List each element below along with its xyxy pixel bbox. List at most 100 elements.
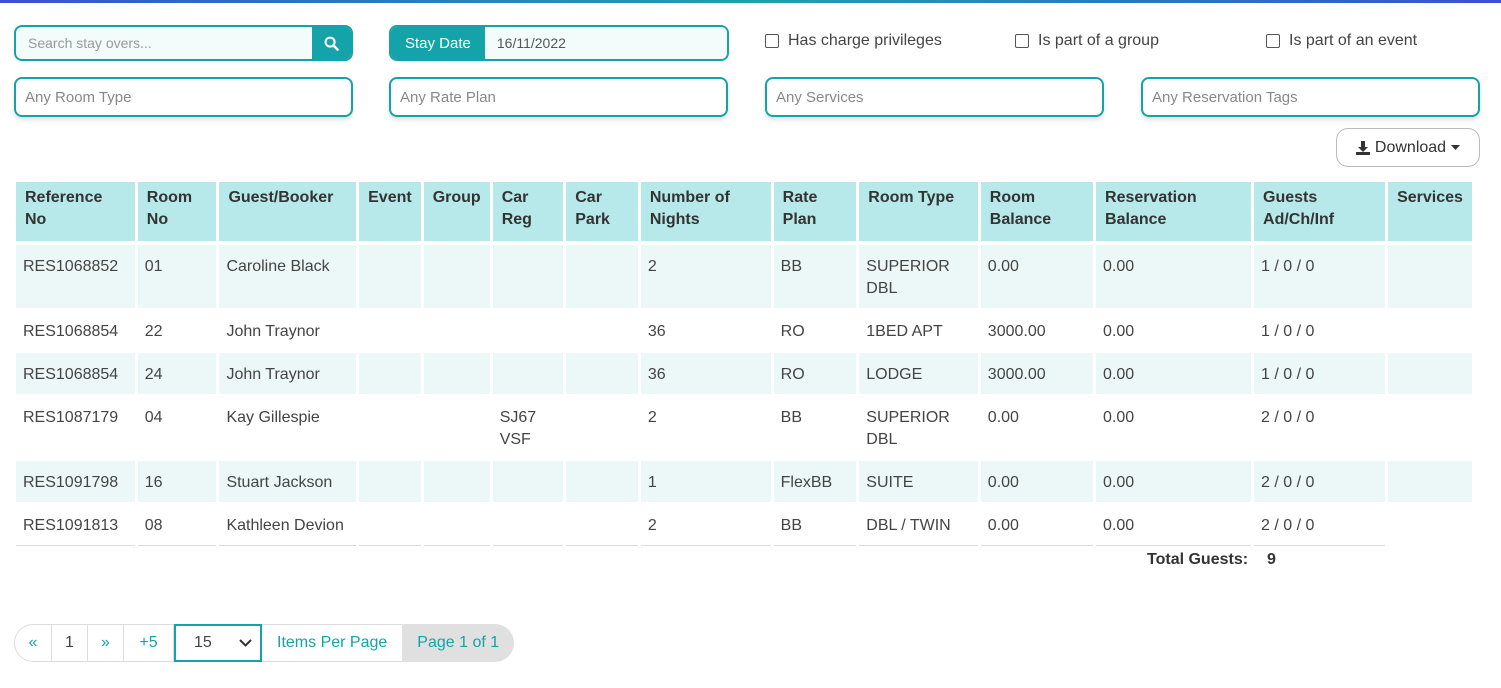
cell-services <box>1388 351 1472 394</box>
col-header-reservation-balance[interactable]: Reservation Balance <box>1096 182 1252 241</box>
cell-rate-plan: RO <box>773 351 857 394</box>
cell-guests: 1 / 0 / 0 <box>1254 241 1386 308</box>
col-header-car-reg[interactable]: Car Reg <box>492 182 564 241</box>
col-header-nights[interactable]: Number of Nights <box>640 182 771 241</box>
cell-room-balance: 3000.00 <box>980 308 1094 351</box>
cell-nights: 2 <box>640 394 771 459</box>
checkbox-box[interactable] <box>1266 34 1280 48</box>
part-of-group-checkbox[interactable]: Is part of a group <box>1015 32 1159 50</box>
col-header-services[interactable]: Services <box>1388 182 1472 241</box>
pagination-plus-five-button[interactable]: +5 <box>124 624 174 662</box>
cell-guest: John Traynor <box>219 351 357 394</box>
cell-reservation-balance: 0.00 <box>1096 459 1252 502</box>
cell-car-reg <box>492 241 564 308</box>
cell-rate-plan: FlexBB <box>773 459 857 502</box>
checkbox-box[interactable] <box>1015 34 1029 48</box>
table-row[interactable]: RES1091813 08 Kathleen Devion 2 BB DBL /… <box>16 502 1472 546</box>
cell-event <box>359 502 421 546</box>
table-header-row: Reference No Room No Guest/Booker Event … <box>16 182 1472 241</box>
cell-services <box>1388 502 1472 546</box>
cell-room-no: 22 <box>137 308 217 351</box>
cell-reservation-balance: 0.00 <box>1096 502 1252 546</box>
table-row[interactable]: RES1068852 01 Caroline Black 2 BB SUPERI… <box>16 241 1472 308</box>
cell-group <box>423 241 490 308</box>
cell-guests: 1 / 0 / 0 <box>1254 351 1386 394</box>
pagination-next-button[interactable]: » <box>88 624 124 662</box>
col-header-room-no[interactable]: Room No <box>137 182 217 241</box>
cell-room-balance: 0.00 <box>980 502 1094 546</box>
col-header-car-park[interactable]: Car Park <box>566 182 638 241</box>
stay-date-label: Stay Date <box>391 27 485 59</box>
download-button[interactable]: Download <box>1336 128 1480 167</box>
col-header-group[interactable]: Group <box>423 182 490 241</box>
rate-plan-select[interactable]: Any Rate Plan <box>389 77 728 117</box>
checkbox-box[interactable] <box>765 34 779 48</box>
cell-services <box>1388 241 1472 308</box>
cell-car-reg <box>492 502 564 546</box>
cell-rate-plan: BB <box>773 502 857 546</box>
cell-car-reg <box>492 351 564 394</box>
cell-reservation-balance: 0.00 <box>1096 394 1252 459</box>
cell-room-type: 1BED APT <box>859 308 978 351</box>
search-box <box>14 25 353 61</box>
cell-nights: 1 <box>640 459 771 502</box>
col-header-event[interactable]: Event <box>359 182 421 241</box>
cell-car-reg <box>492 459 564 502</box>
cell-services <box>1388 394 1472 459</box>
cell-guest: Kay Gillespie <box>219 394 357 459</box>
cell-room-type: SUITE <box>859 459 978 502</box>
stay-date-group: Stay Date <box>389 25 729 61</box>
table-row[interactable]: RES1068854 22 John Traynor 36 RO 1BED AP… <box>16 308 1472 351</box>
table-row[interactable]: RES1068854 24 John Traynor 36 RO LODGE 3… <box>16 351 1472 394</box>
pagination: « 1 » +5 15 Items Per Page Page 1 of 1 <box>14 624 515 663</box>
cell-car-park <box>566 308 638 351</box>
pagination-page-1[interactable]: 1 <box>52 624 88 662</box>
items-per-page-value: 15 <box>194 634 212 651</box>
cell-group <box>423 308 490 351</box>
cell-room-type: SUPERIOR DBL <box>859 241 978 308</box>
col-header-reference[interactable]: Reference No <box>16 182 135 241</box>
search-button[interactable] <box>312 27 351 59</box>
download-icon <box>1355 140 1370 155</box>
cell-room-balance: 3000.00 <box>980 351 1094 394</box>
services-placeholder: Any Services <box>776 88 864 106</box>
room-type-select[interactable]: Any Room Type <box>14 77 353 117</box>
cell-room-type: SUPERIOR DBL <box>859 394 978 459</box>
col-header-guests[interactable]: Guests Ad/Ch/Inf <box>1254 182 1386 241</box>
table-row[interactable]: RES1091798 16 Stuart Jackson 1 FlexBB SU… <box>16 459 1472 502</box>
page-of-indicator: Page 1 of 1 <box>402 624 515 662</box>
caret-down-icon <box>1451 144 1461 150</box>
cell-reference: RES1068852 <box>16 241 135 308</box>
stay-date-input[interactable] <box>484 27 727 59</box>
search-input[interactable] <box>16 27 312 59</box>
cell-rate-plan: RO <box>773 308 857 351</box>
cell-guests: 2 / 0 / 0 <box>1254 459 1386 502</box>
cell-guests: 2 / 0 / 0 <box>1254 502 1386 546</box>
col-header-guest[interactable]: Guest/Booker <box>219 182 357 241</box>
charge-privileges-checkbox[interactable]: Has charge privileges <box>765 32 942 50</box>
checkbox-label: Has charge privileges <box>788 32 942 49</box>
cell-guests: 1 / 0 / 0 <box>1254 308 1386 351</box>
col-header-room-type[interactable]: Room Type <box>859 182 978 241</box>
cell-guest: Stuart Jackson <box>219 459 357 502</box>
services-select[interactable]: Any Services <box>765 77 1104 117</box>
cell-nights: 36 <box>640 308 771 351</box>
chevron-down-icon <box>239 639 252 647</box>
cell-group <box>423 394 490 459</box>
cell-reference: RES1087179 <box>16 394 135 459</box>
cell-event <box>359 459 421 502</box>
reservation-tags-select[interactable]: Any Reservation Tags <box>1141 77 1480 117</box>
cell-reference: RES1068854 <box>16 308 135 351</box>
cell-reservation-balance: 0.00 <box>1096 308 1252 351</box>
cell-car-reg <box>492 308 564 351</box>
cell-reference: RES1091813 <box>16 502 135 546</box>
part-of-event-checkbox[interactable]: Is part of an event <box>1266 32 1417 50</box>
cell-room-no: 08 <box>137 502 217 546</box>
table-row[interactable]: RES1087179 04 Kay Gillespie SJ67 VSF 2 B… <box>16 394 1472 459</box>
cell-room-no: 04 <box>137 394 217 459</box>
col-header-room-balance[interactable]: Room Balance <box>980 182 1094 241</box>
items-per-page-label: Items Per Page <box>262 624 403 662</box>
items-per-page-select[interactable]: 15 <box>174 624 262 662</box>
pagination-first-button[interactable]: « <box>14 624 52 662</box>
col-header-rate-plan[interactable]: Rate Plan <box>773 182 857 241</box>
